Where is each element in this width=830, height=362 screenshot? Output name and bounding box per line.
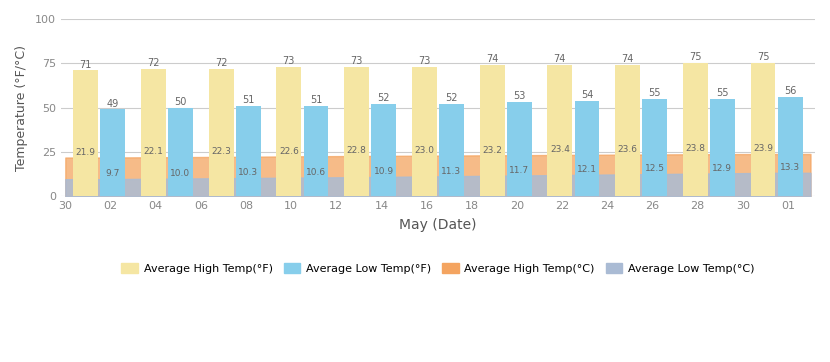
- Text: 23.2: 23.2: [482, 146, 502, 155]
- Text: 52: 52: [378, 93, 390, 103]
- Bar: [710, 99, 735, 196]
- Bar: [615, 65, 640, 196]
- Bar: [574, 101, 599, 196]
- Text: 10.0: 10.0: [170, 169, 191, 178]
- Y-axis label: Temperature (°F/°C): Temperature (°F/°C): [15, 45, 28, 171]
- Text: 74: 74: [486, 54, 498, 64]
- Text: 54: 54: [581, 90, 593, 100]
- Legend: Average High Temp(°F), Average Low Temp(°F), Average High Temp(°C), Average Low : Average High Temp(°F), Average Low Temp(…: [117, 259, 759, 278]
- Text: 74: 74: [622, 54, 634, 64]
- Text: 10.3: 10.3: [238, 168, 258, 177]
- Bar: [73, 71, 98, 196]
- Text: 50: 50: [174, 97, 187, 107]
- Bar: [208, 69, 233, 196]
- Text: 11.3: 11.3: [442, 167, 461, 176]
- Text: 72: 72: [215, 58, 227, 68]
- Bar: [371, 104, 396, 196]
- Text: 55: 55: [648, 88, 661, 98]
- Text: 12.1: 12.1: [577, 165, 597, 174]
- Text: 22.3: 22.3: [211, 147, 231, 156]
- Text: 55: 55: [716, 88, 729, 98]
- Bar: [778, 97, 803, 196]
- Text: 13.3: 13.3: [780, 163, 800, 172]
- Bar: [480, 65, 505, 196]
- Text: 23.8: 23.8: [686, 144, 706, 153]
- Bar: [141, 69, 166, 196]
- Text: 22.8: 22.8: [347, 146, 367, 155]
- Text: 23.6: 23.6: [618, 145, 637, 154]
- Text: 73: 73: [283, 56, 295, 66]
- Text: 51: 51: [310, 95, 322, 105]
- Text: 74: 74: [554, 54, 566, 64]
- Bar: [344, 67, 369, 196]
- Text: 10.6: 10.6: [306, 168, 326, 177]
- Text: 23.0: 23.0: [414, 146, 434, 155]
- Text: 12.5: 12.5: [645, 164, 665, 173]
- Bar: [750, 63, 775, 196]
- Bar: [236, 106, 261, 196]
- Text: 56: 56: [784, 86, 796, 96]
- Text: 10.9: 10.9: [374, 167, 393, 176]
- Text: 11.7: 11.7: [509, 166, 530, 175]
- X-axis label: May (Date): May (Date): [399, 218, 476, 232]
- Text: 72: 72: [147, 58, 159, 68]
- Bar: [100, 109, 125, 196]
- Text: 12.9: 12.9: [712, 164, 732, 173]
- Text: 51: 51: [242, 95, 255, 105]
- Text: 75: 75: [757, 52, 769, 63]
- Bar: [507, 102, 531, 196]
- Text: 23.4: 23.4: [550, 145, 569, 154]
- Bar: [304, 106, 329, 196]
- Bar: [412, 67, 437, 196]
- Bar: [439, 104, 464, 196]
- Text: 71: 71: [80, 60, 92, 70]
- Text: 9.7: 9.7: [105, 169, 120, 178]
- Bar: [548, 65, 572, 196]
- Text: 53: 53: [513, 92, 525, 101]
- Text: 75: 75: [689, 52, 701, 63]
- Text: 21.9: 21.9: [76, 148, 95, 157]
- Text: 22.6: 22.6: [279, 147, 299, 156]
- Text: 73: 73: [418, 56, 431, 66]
- Bar: [642, 99, 667, 196]
- Text: 49: 49: [106, 98, 119, 109]
- Bar: [276, 67, 301, 196]
- Text: 22.1: 22.1: [144, 147, 164, 156]
- Text: 23.9: 23.9: [753, 144, 773, 153]
- Bar: [683, 63, 708, 196]
- Text: 52: 52: [445, 93, 457, 103]
- Text: 73: 73: [350, 56, 363, 66]
- Bar: [168, 108, 193, 196]
